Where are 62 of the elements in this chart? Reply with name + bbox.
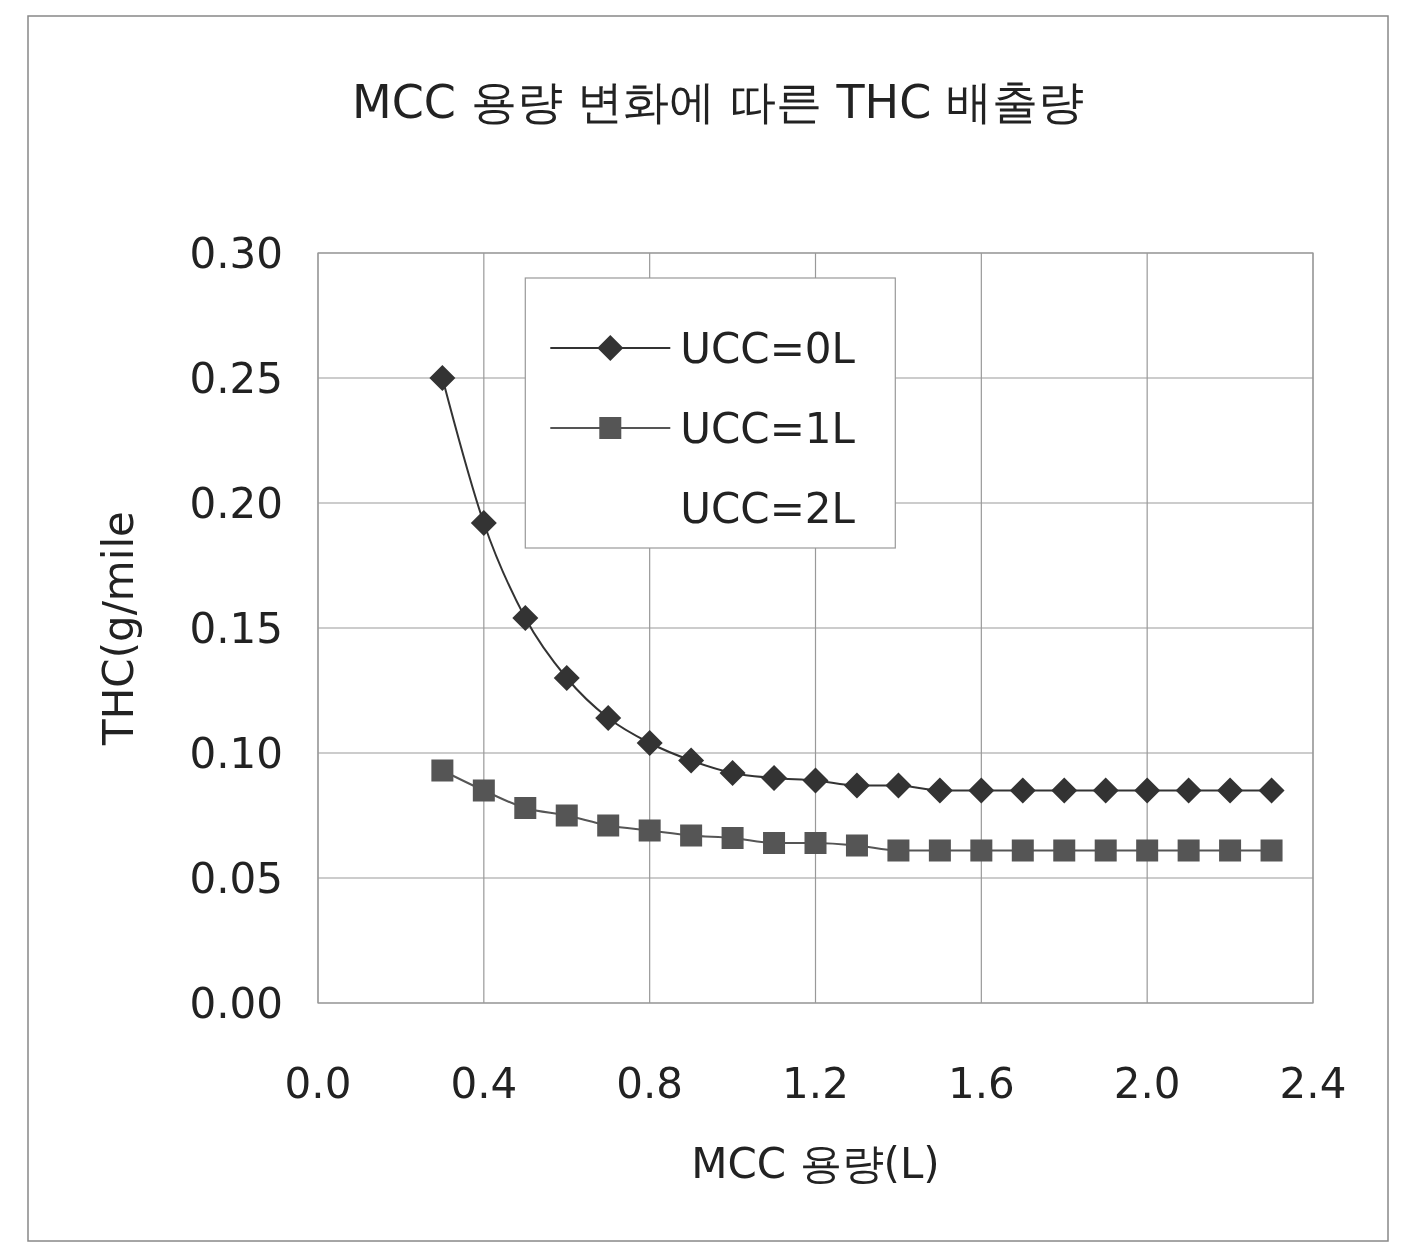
point: [1092, 777, 1119, 804]
point: [555, 804, 578, 827]
point: [1094, 839, 1117, 862]
point: [926, 777, 953, 804]
x-tick-label: 0.4: [450, 1059, 518, 1108]
point: [472, 779, 495, 802]
point: [1009, 777, 1036, 804]
point: [721, 827, 744, 849]
point: [595, 705, 622, 731]
point: [678, 747, 705, 774]
y-tick-label: 0.20: [189, 479, 283, 528]
x-tick-label: 1.6: [947, 1059, 1015, 1108]
point: [845, 834, 868, 857]
point: [680, 824, 703, 847]
point: [761, 765, 788, 791]
point: [1136, 839, 1159, 862]
chart-title: MCC 용량 변화에 따른 THC 배출량: [352, 75, 1084, 129]
text: UCC=2L: [680, 484, 856, 533]
y-tick-label: 0.15: [189, 604, 283, 653]
point: [1219, 839, 1242, 862]
point: [1051, 777, 1078, 804]
point: [597, 814, 620, 837]
legend-label: UCC=0L: [680, 324, 856, 373]
y-tick-label: 0.10: [189, 729, 283, 778]
point: [470, 510, 497, 536]
y-tick-label: 0.30: [189, 229, 283, 278]
point: [431, 759, 454, 782]
point: [636, 730, 663, 756]
point: [968, 777, 995, 804]
point: [1053, 839, 1076, 862]
point: [802, 767, 829, 794]
point: [1134, 777, 1161, 804]
point: [843, 772, 870, 799]
point: [1011, 839, 1034, 862]
point: [1217, 777, 1244, 804]
point: [638, 819, 661, 842]
point: [885, 772, 912, 799]
x-tick-label: 0.8: [616, 1059, 684, 1108]
x-tick-label: 2.0: [1113, 1059, 1181, 1108]
x-tick-label: 2.4: [1279, 1059, 1347, 1108]
point: [553, 665, 580, 691]
x-axis-title: MCC 용량(L): [691, 1139, 940, 1188]
point: [512, 605, 539, 631]
point: [928, 839, 951, 862]
x-tick-label: 0.0: [284, 1059, 352, 1108]
x-tick-label: 1.2: [782, 1059, 849, 1108]
point: [1177, 839, 1200, 862]
point: [804, 832, 827, 854]
y-tick-label: 0.00: [189, 979, 283, 1028]
point: [1175, 777, 1202, 804]
legend-label: UCC=1L: [680, 404, 856, 453]
point: [1260, 839, 1283, 862]
point: [887, 839, 910, 862]
y-tick-label: 0.25: [189, 354, 283, 403]
point: [429, 365, 456, 391]
point: [970, 839, 993, 862]
y-axis-title: THC(g/mile: [94, 511, 143, 746]
point: [719, 760, 746, 786]
point: [514, 797, 537, 819]
point: [1258, 777, 1285, 804]
point: [763, 832, 786, 854]
y-tick-label: 0.05: [189, 854, 283, 903]
